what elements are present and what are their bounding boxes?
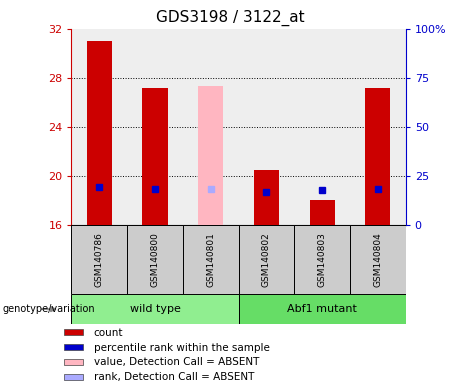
Bar <box>183 225 238 294</box>
Text: GSM140800: GSM140800 <box>150 232 160 286</box>
Bar <box>238 225 294 294</box>
Bar <box>254 170 279 225</box>
Bar <box>64 344 83 350</box>
Text: GSM140801: GSM140801 <box>206 232 215 286</box>
Text: wild type: wild type <box>130 304 180 314</box>
Bar <box>127 225 183 294</box>
Bar <box>350 225 406 294</box>
Text: GSM140803: GSM140803 <box>318 232 327 286</box>
Text: GSM140786: GSM140786 <box>95 232 104 286</box>
Bar <box>142 88 167 225</box>
Bar <box>198 86 223 225</box>
Text: count: count <box>94 328 123 338</box>
Bar <box>64 329 83 335</box>
Text: value, Detection Call = ABSENT: value, Detection Call = ABSENT <box>94 358 259 367</box>
Text: GDS3198 / 3122_at: GDS3198 / 3122_at <box>156 10 305 26</box>
Text: GSM140802: GSM140802 <box>262 232 271 286</box>
Bar <box>87 41 112 225</box>
Bar <box>64 359 83 365</box>
Bar <box>71 294 239 324</box>
Bar <box>71 225 127 294</box>
Bar <box>238 294 406 324</box>
Bar <box>294 225 350 294</box>
Text: Abf1 mutant: Abf1 mutant <box>287 304 357 314</box>
Text: genotype/variation: genotype/variation <box>2 304 95 314</box>
Bar <box>64 374 83 380</box>
Bar <box>310 200 335 225</box>
Text: percentile rank within the sample: percentile rank within the sample <box>94 343 269 353</box>
Text: rank, Detection Call = ABSENT: rank, Detection Call = ABSENT <box>94 372 254 382</box>
Text: GSM140804: GSM140804 <box>373 232 382 286</box>
Bar <box>365 88 390 225</box>
